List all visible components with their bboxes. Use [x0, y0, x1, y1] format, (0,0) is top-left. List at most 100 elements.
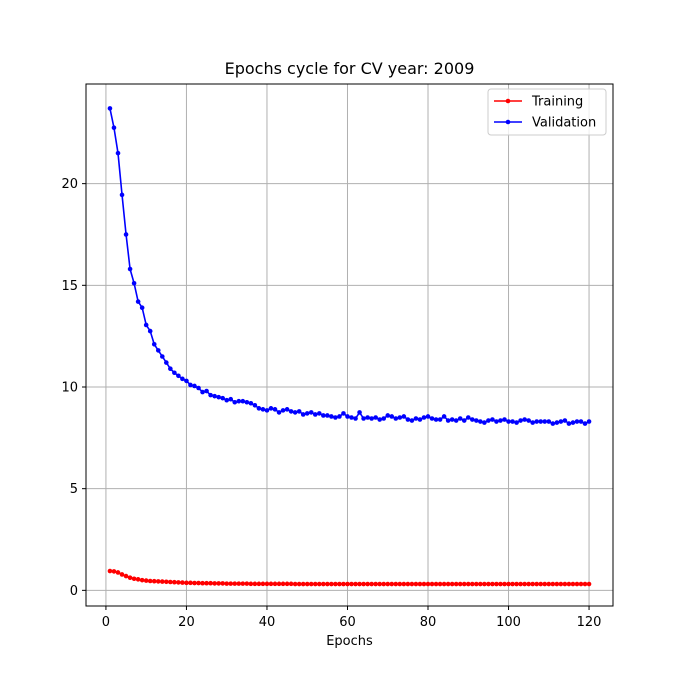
data-point-validation — [469, 417, 475, 422]
data-point-validation — [268, 406, 274, 411]
data-point-training — [135, 577, 141, 582]
data-point-training — [550, 581, 556, 587]
data-point-training — [244, 581, 250, 586]
legend-label-training: Training — [531, 95, 583, 110]
data-point-training — [445, 581, 451, 587]
data-point-training — [566, 581, 572, 587]
grid — [86, 84, 613, 606]
legend-marker-training — [505, 98, 511, 104]
data-point-validation — [256, 406, 262, 411]
data-point-training — [530, 581, 535, 587]
data-point-training — [155, 579, 161, 584]
data-point-validation — [562, 418, 568, 423]
data-point-training — [256, 581, 262, 587]
data-point-validation — [317, 411, 322, 416]
data-point-validation — [369, 416, 374, 421]
series-validation — [107, 106, 592, 426]
data-point-validation — [260, 407, 266, 412]
data-point-validation — [514, 420, 519, 425]
data-point-training — [486, 581, 491, 587]
data-point-validation — [139, 305, 145, 310]
data-point-validation — [578, 419, 584, 424]
data-point-training — [296, 581, 302, 587]
data-point-training — [453, 581, 459, 587]
data-point-validation — [127, 266, 133, 272]
data-point-validation — [345, 414, 350, 419]
data-point-validation — [164, 360, 169, 365]
data-point-validation — [530, 420, 535, 425]
data-point-training — [159, 579, 165, 584]
data-point-validation — [135, 299, 141, 304]
data-point-training — [180, 580, 185, 585]
x-tick-label: 40 — [259, 615, 276, 630]
data-point-training — [329, 581, 334, 587]
data-point-training — [119, 572, 125, 577]
data-point-validation — [357, 410, 362, 415]
x-tick-label: 60 — [339, 615, 356, 630]
data-point-training — [228, 581, 234, 586]
data-point-validation — [478, 419, 483, 424]
data-point-validation — [220, 395, 225, 401]
data-point-training — [188, 580, 193, 586]
data-point-training — [321, 581, 326, 587]
x-tick-label: 100 — [496, 615, 521, 630]
data-point-validation — [389, 414, 395, 419]
data-point-validation — [365, 415, 370, 420]
data-point-training — [554, 581, 560, 587]
data-point-validation — [329, 414, 334, 419]
data-point-training — [433, 581, 439, 587]
data-point-training — [574, 581, 580, 587]
data-point-training — [240, 581, 246, 586]
data-point-validation — [397, 415, 403, 420]
data-point-validation — [264, 408, 270, 413]
data-point-validation — [224, 397, 230, 403]
data-point-validation — [292, 410, 298, 415]
data-point-training — [341, 581, 346, 587]
data-point-training — [252, 581, 258, 587]
data-point-validation — [457, 416, 463, 421]
data-point-validation — [196, 385, 201, 391]
data-point-validation — [272, 407, 278, 412]
data-point-validation — [449, 417, 455, 422]
data-point-validation — [550, 421, 556, 426]
data-point-training — [365, 581, 370, 587]
data-point-validation — [119, 192, 125, 198]
data-point-training — [200, 580, 205, 586]
data-point-validation — [405, 417, 411, 422]
data-point-training — [465, 581, 471, 587]
data-point-training — [115, 570, 121, 575]
data-point-training — [127, 575, 133, 581]
data-point-validation — [337, 414, 342, 419]
data-point-training — [417, 581, 423, 587]
data-point-training — [369, 581, 374, 587]
data-point-validation — [522, 417, 527, 422]
legend-marker-validation — [505, 119, 511, 125]
data-point-validation — [284, 407, 290, 412]
data-point-validation — [417, 417, 423, 422]
data-point-training — [139, 577, 145, 583]
legend: Training Validation — [487, 88, 607, 136]
data-point-validation — [107, 106, 113, 111]
data-point-validation — [155, 348, 161, 353]
data-point-training — [502, 581, 507, 587]
data-point-validation — [526, 418, 531, 423]
data-point-training — [268, 581, 274, 587]
data-point-validation — [252, 402, 258, 408]
data-point-training — [409, 581, 415, 587]
y-tick-label: 0 — [70, 584, 78, 599]
data-point-validation — [200, 389, 205, 395]
data-point-validation — [538, 419, 544, 424]
data-point-training — [405, 581, 411, 587]
data-point-training — [349, 581, 354, 587]
data-point-training — [449, 581, 455, 587]
data-point-training — [461, 581, 467, 587]
series-layer — [107, 106, 592, 587]
data-point-training — [232, 581, 238, 586]
data-point-validation — [373, 415, 378, 420]
data-point-validation — [482, 420, 487, 425]
data-point-validation — [534, 419, 540, 424]
data-point-validation — [546, 419, 552, 424]
data-point-validation — [151, 341, 157, 347]
data-point-training — [522, 581, 527, 587]
